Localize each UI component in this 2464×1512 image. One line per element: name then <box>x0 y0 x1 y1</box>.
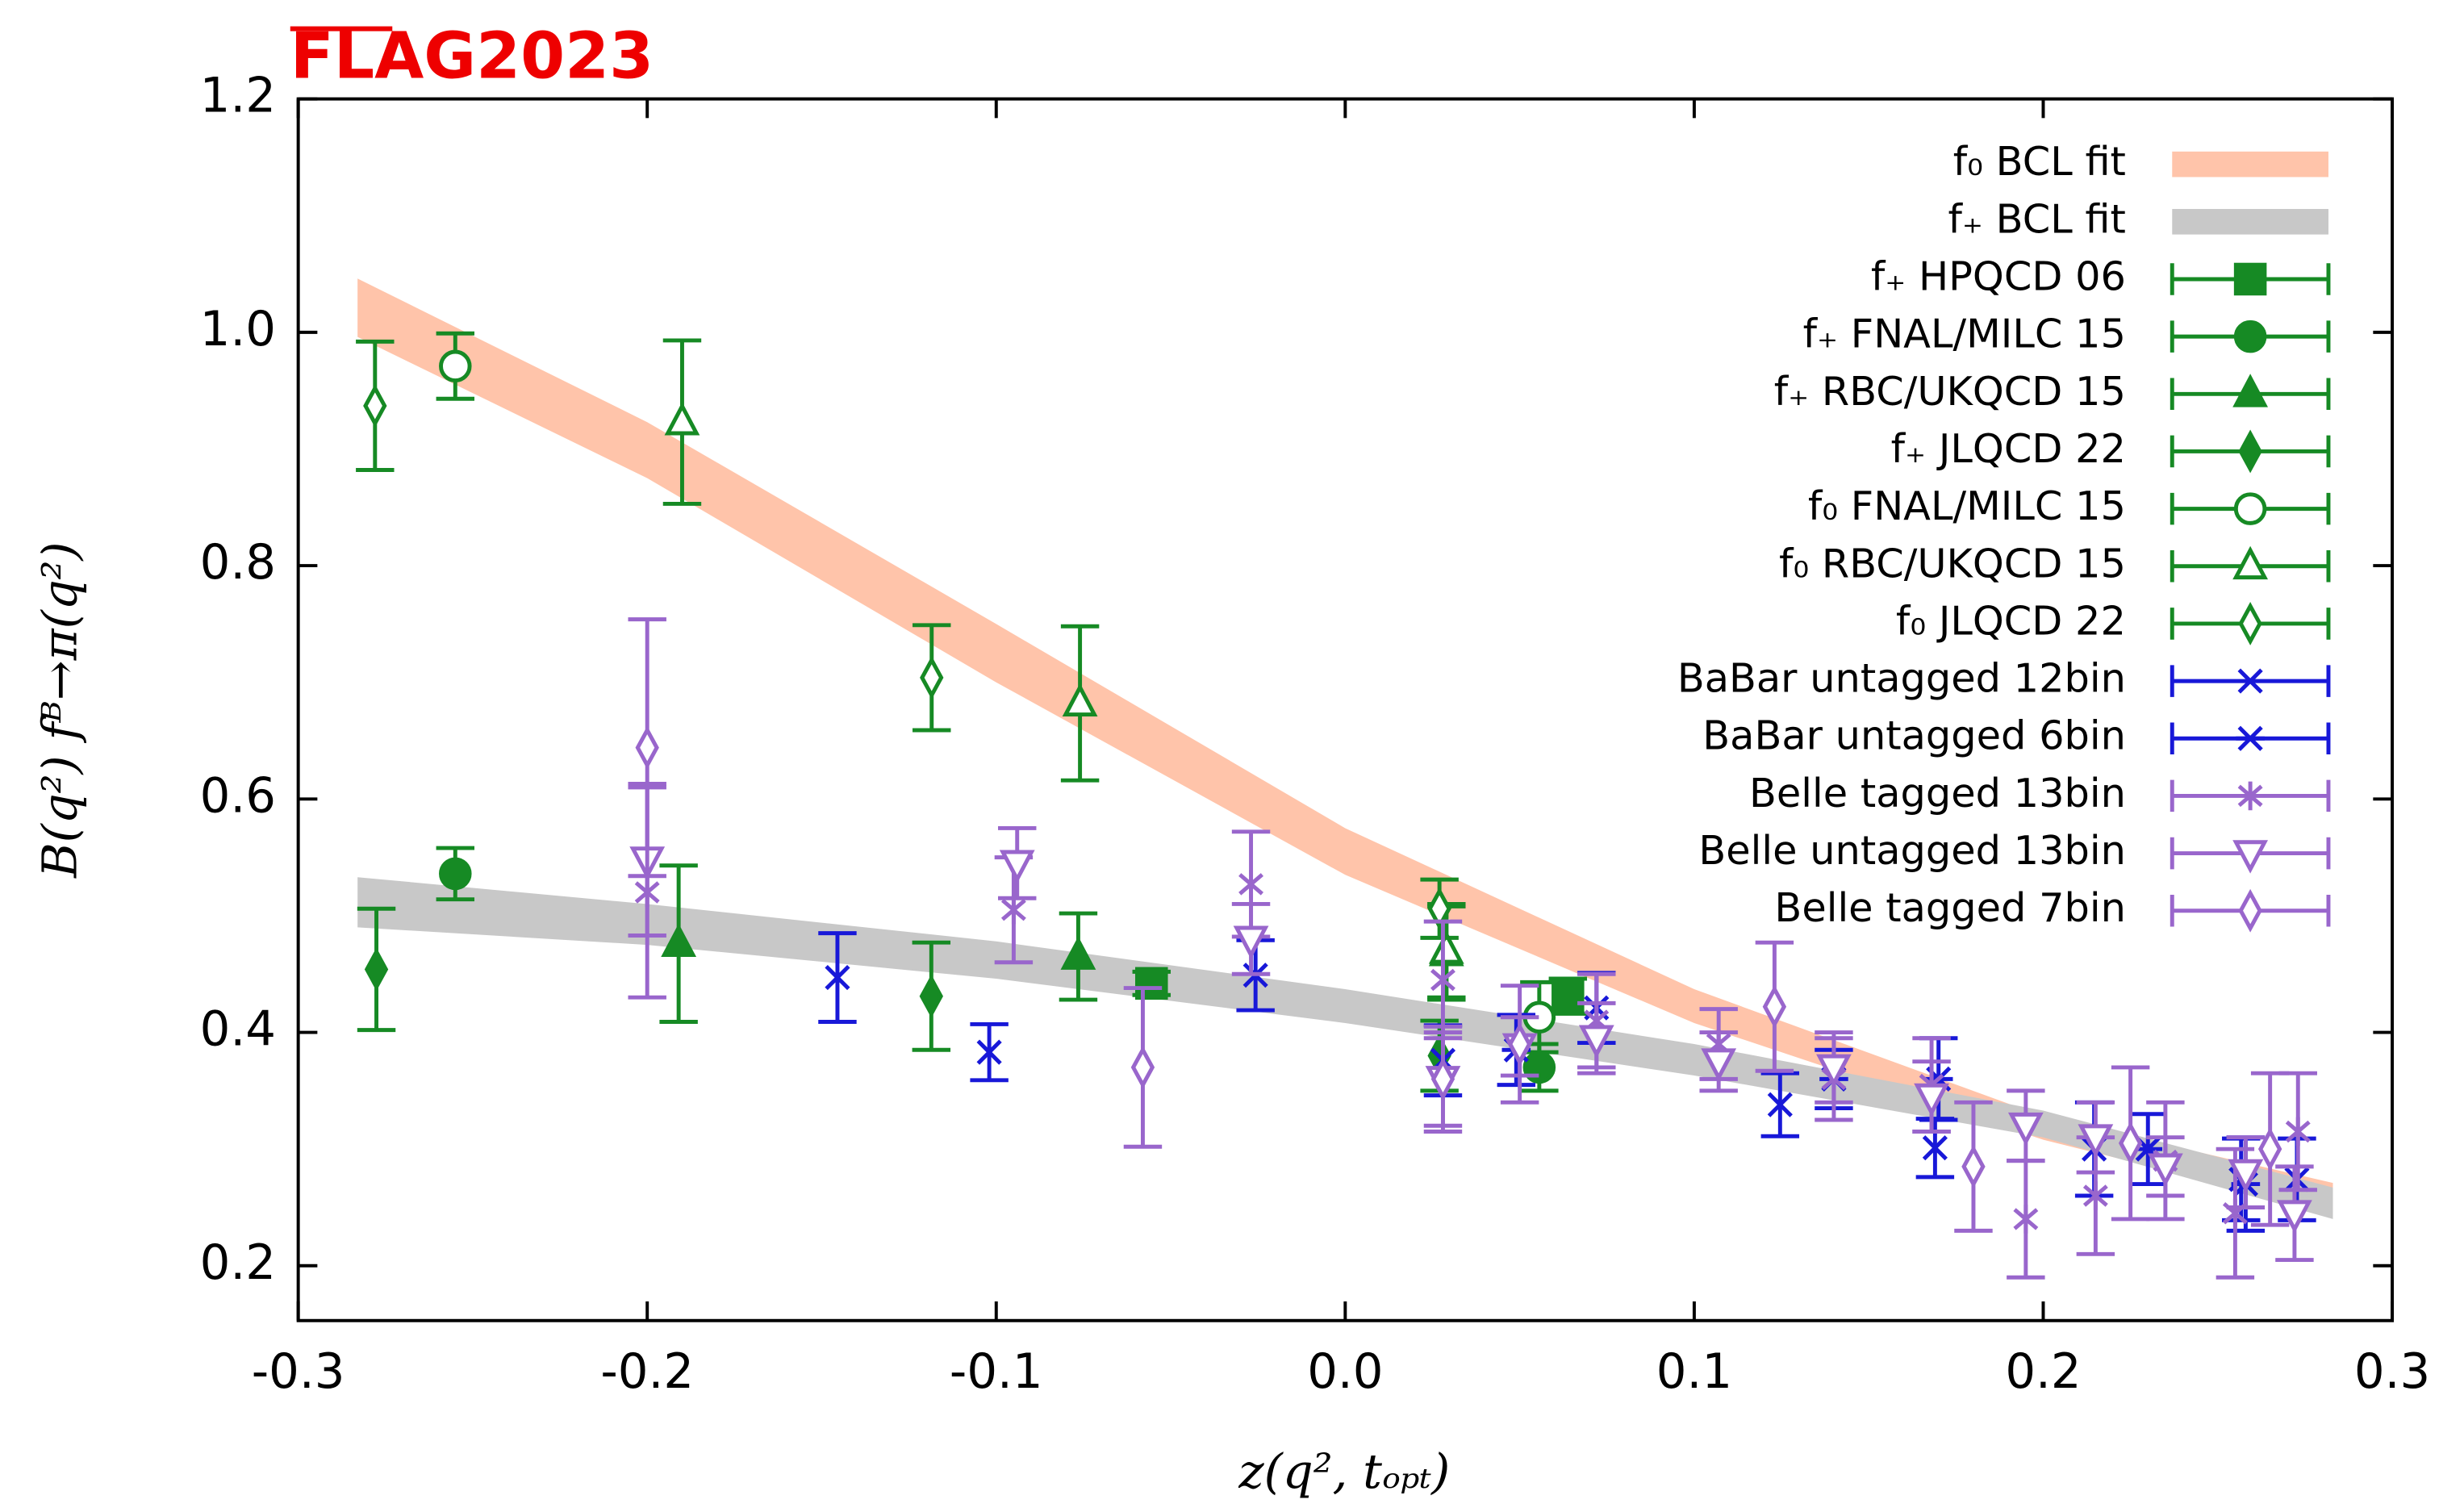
x-tick-label: -0.2 <box>600 1343 694 1399</box>
marker <box>825 964 850 991</box>
x-tick-label: 0.3 <box>2354 1343 2430 1399</box>
marker <box>2238 429 2262 474</box>
marker <box>1816 1054 1852 1088</box>
legend-label: f₊ BCL fit <box>1948 195 2126 242</box>
y-tick-label: 0.4 <box>200 1001 276 1057</box>
legend-label: f₊ HPQCD 06 <box>1871 253 2126 299</box>
y-axis-label: B(q²) fᴮ→π(q²) <box>32 541 88 878</box>
marker <box>2257 1127 2282 1172</box>
legend-swatch <box>2172 151 2328 178</box>
marker <box>2232 840 2269 874</box>
marker <box>2238 602 2262 645</box>
legend-label: f₀ FNAL/MILC 15 <box>1808 482 2126 529</box>
marker <box>1060 936 1096 970</box>
marker <box>2238 888 2262 933</box>
y-tick-label: 1.0 <box>200 301 276 357</box>
marker <box>1430 1057 1455 1101</box>
marker <box>2237 781 2263 811</box>
marker <box>1701 1048 1737 1082</box>
marker <box>1238 870 1263 899</box>
marker <box>439 857 472 891</box>
legend-label: f₀ BCL fit <box>1953 138 2126 185</box>
marker <box>2147 1153 2183 1187</box>
x-tick-label: 0.1 <box>1656 1343 1732 1399</box>
marker <box>1233 925 1269 959</box>
marker <box>364 947 389 992</box>
x-tick-label: -0.1 <box>950 1343 1043 1399</box>
legend-label: f₊ JLQCD 22 <box>1891 425 2126 472</box>
marker <box>1000 895 1026 925</box>
x-tick-label: -0.3 <box>252 1343 345 1399</box>
marker <box>1062 683 1098 717</box>
x-tick-label: 0.0 <box>1307 1343 1383 1399</box>
marker <box>2232 374 2269 407</box>
marker <box>976 1039 1002 1065</box>
marker <box>999 850 1035 883</box>
fit-band <box>357 877 2333 1219</box>
legend-label: BaBar untagged 6bin <box>1702 712 2126 759</box>
x-tick-label: 0.2 <box>2005 1343 2081 1399</box>
marker <box>1914 1083 1949 1117</box>
marker <box>1922 1135 1948 1161</box>
marker <box>1578 1025 1614 1059</box>
y-tick-label: 0.8 <box>200 534 276 590</box>
marker <box>2233 262 2267 296</box>
legend-label: Belle tagged 7bin <box>1774 884 2126 931</box>
marker <box>1551 979 1585 1013</box>
marker <box>439 349 472 383</box>
marker <box>2277 1200 2312 1234</box>
marker <box>1130 1046 1155 1089</box>
y-tick-label: 0.2 <box>200 1234 276 1290</box>
legend-label: f₊ FNAL/MILC 15 <box>1803 311 2126 357</box>
marker <box>2078 1124 2114 1158</box>
marker <box>2233 492 2267 525</box>
y-tick-label: 1.2 <box>200 68 276 123</box>
marker <box>2285 1117 2311 1147</box>
chart-title: FLAG2023 <box>290 19 654 94</box>
marker <box>1427 887 1451 931</box>
marker <box>1430 965 1455 995</box>
marker <box>2082 1181 2108 1210</box>
marker <box>2013 1205 2039 1234</box>
legend-label: BaBar untagged 12bin <box>1677 655 2126 702</box>
legend-label: Belle untagged 13bin <box>1698 827 2126 874</box>
x-axis-label: z(q², tₒₚₜ) <box>1238 1443 1450 1499</box>
legend-label: f₊ RBC/UKQCD 15 <box>1774 368 2126 415</box>
marker <box>363 384 387 428</box>
legend-swatch <box>2172 208 2328 235</box>
legend-label: f₀ RBC/UKQCD 15 <box>1779 540 2126 587</box>
marker <box>635 725 659 770</box>
marker <box>920 656 944 700</box>
legend-label: Belle tagged 13bin <box>1749 770 2126 817</box>
marker <box>919 974 943 1018</box>
marker <box>1767 1092 1793 1117</box>
marker <box>1507 1022 1532 1066</box>
marker <box>2236 725 2265 751</box>
marker <box>1961 1144 1986 1188</box>
marker <box>2233 320 2267 353</box>
legend-label: f₀ JLQCD 22 <box>1896 597 2126 644</box>
marker <box>1428 930 1464 964</box>
marker <box>2237 668 2263 694</box>
marker <box>2232 545 2269 580</box>
marker <box>2007 1112 2044 1147</box>
y-tick-label: 0.6 <box>200 767 276 823</box>
marker <box>661 923 697 957</box>
marker <box>664 402 700 436</box>
marker <box>2228 1159 2264 1193</box>
marker <box>1762 984 1787 1029</box>
marker <box>2118 1121 2143 1165</box>
